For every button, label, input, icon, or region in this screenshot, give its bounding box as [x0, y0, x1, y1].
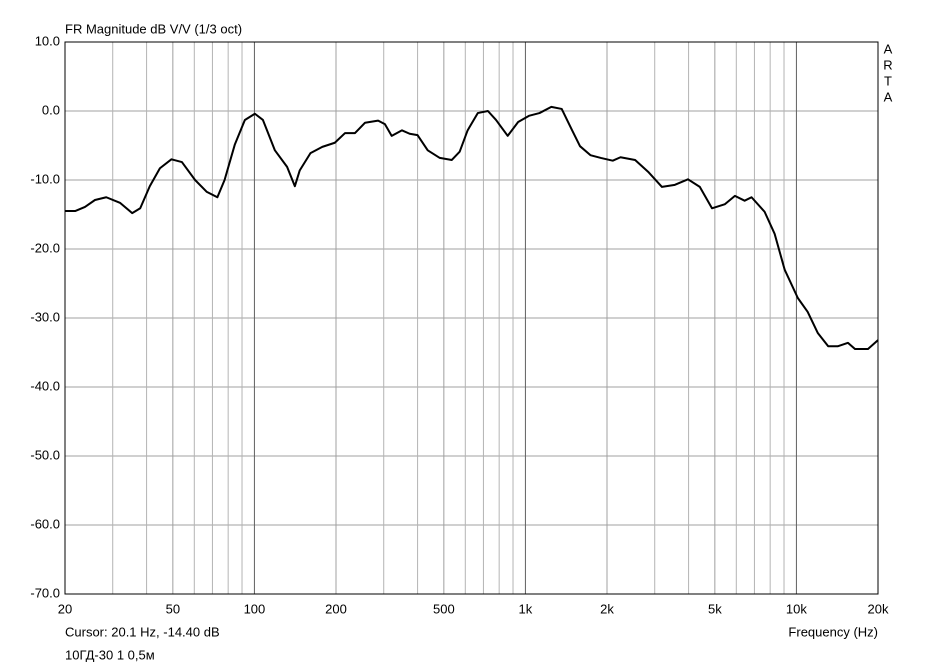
x-tick-label: 2k [600, 601, 614, 616]
brand-letter: A [884, 89, 893, 104]
cursor-readout: Cursor: 20.1 Hz, -14.40 dB [65, 624, 220, 639]
x-tick-label: 5k [708, 601, 722, 616]
y-tick-label: -40.0 [30, 378, 60, 393]
brand-letter: R [883, 57, 892, 72]
brand-letter: A [884, 41, 893, 56]
x-tick-label: 20k [868, 601, 889, 616]
x-axis-label: Frequency (Hz) [788, 624, 878, 639]
y-tick-label: -50.0 [30, 447, 60, 462]
x-tick-label: 100 [244, 601, 266, 616]
x-tick-label: 200 [325, 601, 347, 616]
x-tick-label: 20 [58, 601, 72, 616]
x-tick-label: 10k [786, 601, 807, 616]
grid [64, 41, 879, 595]
response-curve [65, 105, 879, 351]
subtitle: 10ГД-30 1 0,5м [65, 647, 155, 662]
y-tick-label: 0.0 [42, 102, 60, 117]
plot [65, 105, 879, 351]
y-tick-label: -30.0 [30, 309, 60, 324]
x-tick-label: 1k [519, 601, 533, 616]
x-tick-label: 500 [433, 601, 455, 616]
y-tick-label: 10.0 [35, 33, 60, 48]
y-tick-label: -60.0 [30, 516, 60, 531]
x-tick-label: 50 [166, 601, 180, 616]
y-tick-label: -70.0 [30, 585, 60, 600]
y-tick-label: -20.0 [30, 240, 60, 255]
y-tick-label: -10.0 [30, 171, 60, 186]
brand-letter: T [884, 73, 892, 88]
plot-frame [64, 41, 879, 595]
chart-title: FR Magnitude dB V/V (1/3 oct) [65, 21, 242, 36]
